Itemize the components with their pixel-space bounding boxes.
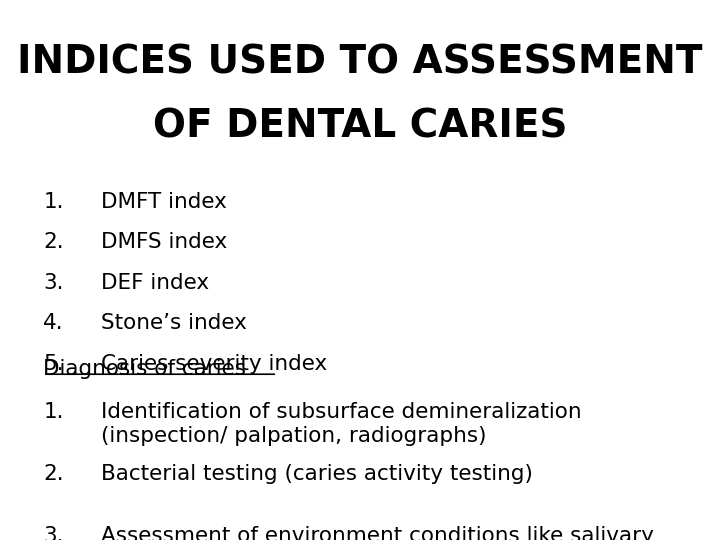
Text: 2.: 2. bbox=[43, 232, 64, 252]
Text: 2.: 2. bbox=[43, 464, 64, 484]
Text: OF DENTAL CARIES: OF DENTAL CARIES bbox=[153, 108, 567, 146]
Text: Diagnosis of caries: Diagnosis of caries bbox=[43, 359, 246, 379]
Text: INDICES USED TO ASSESSMENT: INDICES USED TO ASSESSMENT bbox=[17, 43, 703, 81]
Text: 3.: 3. bbox=[43, 526, 63, 540]
Text: Identification of subsurface demineralization
(inspection/ palpation, radiograph: Identification of subsurface demineraliz… bbox=[101, 402, 582, 446]
Text: 4.: 4. bbox=[43, 313, 64, 333]
Text: 3.: 3. bbox=[43, 273, 63, 293]
Text: 5.: 5. bbox=[43, 354, 64, 374]
Text: Caries severity index: Caries severity index bbox=[101, 354, 327, 374]
Text: 1.: 1. bbox=[43, 192, 63, 212]
Text: Stone’s index: Stone’s index bbox=[101, 313, 247, 333]
Text: Assessment of environment conditions like salivary
PH, flow and buffering: Assessment of environment conditions lik… bbox=[101, 526, 654, 540]
Text: Bacterial testing (caries activity testing): Bacterial testing (caries activity testi… bbox=[101, 464, 533, 484]
Text: 1.: 1. bbox=[43, 402, 63, 422]
Text: DMFS index: DMFS index bbox=[101, 232, 227, 252]
Text: DEF index: DEF index bbox=[101, 273, 209, 293]
Text: DMFT index: DMFT index bbox=[101, 192, 227, 212]
